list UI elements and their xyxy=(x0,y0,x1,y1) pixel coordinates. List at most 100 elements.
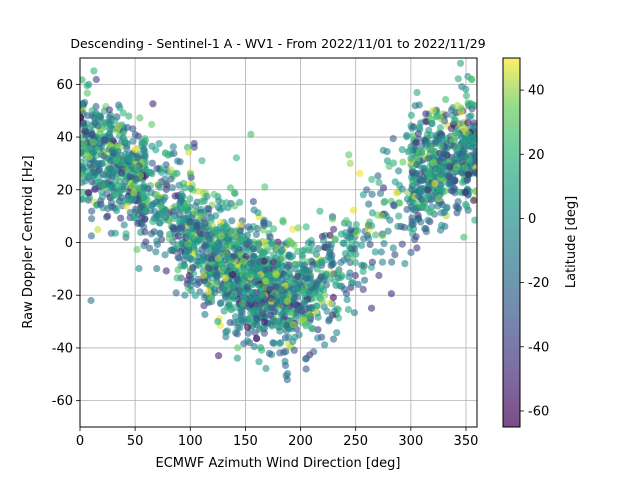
data-point xyxy=(434,202,442,210)
data-point xyxy=(145,244,154,252)
data-point xyxy=(461,164,469,172)
data-point xyxy=(262,364,270,373)
data-point xyxy=(249,259,257,267)
data-point xyxy=(247,309,255,317)
colorbar-tick-label: -20 xyxy=(528,276,549,291)
data-point xyxy=(435,193,443,201)
data-point xyxy=(223,223,231,231)
data-point xyxy=(302,365,310,373)
data-point xyxy=(148,142,156,150)
data-point xyxy=(417,142,425,150)
data-point xyxy=(80,140,88,148)
data-point xyxy=(173,274,181,282)
data-point xyxy=(453,146,461,154)
data-point xyxy=(253,334,261,343)
data-point xyxy=(349,279,357,287)
data-point xyxy=(171,203,179,211)
colorbar xyxy=(503,58,520,427)
data-point xyxy=(387,290,395,298)
data-point xyxy=(130,189,138,197)
data-point xyxy=(204,288,212,296)
data-point xyxy=(422,110,430,118)
data-point xyxy=(268,238,277,246)
data-point xyxy=(424,186,432,194)
data-point xyxy=(290,294,298,302)
colorbar-tick-label: 0 xyxy=(528,212,536,227)
data-point xyxy=(198,157,206,165)
data-point xyxy=(445,173,453,181)
data-point xyxy=(277,248,285,256)
data-point xyxy=(283,261,291,269)
data-point xyxy=(121,137,129,145)
data-point xyxy=(186,195,194,203)
data-point xyxy=(203,280,211,288)
data-point xyxy=(198,224,206,233)
data-point xyxy=(112,156,120,164)
data-point xyxy=(275,339,284,347)
data-point xyxy=(174,253,182,261)
data-point xyxy=(407,248,415,256)
data-point xyxy=(324,241,332,249)
data-point xyxy=(247,280,255,288)
data-point xyxy=(108,192,116,200)
data-point xyxy=(111,117,119,125)
data-point xyxy=(150,228,158,236)
data-point xyxy=(220,307,228,315)
colorbar-tick-label: 40 xyxy=(528,84,545,99)
data-point xyxy=(139,138,147,146)
data-point xyxy=(401,260,409,268)
data-point xyxy=(138,190,146,198)
data-point xyxy=(221,274,229,282)
data-point xyxy=(80,113,85,122)
data-point xyxy=(187,184,195,192)
data-point xyxy=(240,257,248,265)
data-point xyxy=(466,113,474,121)
data-point xyxy=(148,201,156,209)
data-point xyxy=(153,237,161,245)
data-point xyxy=(438,221,446,229)
data-point xyxy=(270,316,278,324)
data-point xyxy=(236,324,244,332)
data-point xyxy=(214,318,222,326)
data-point xyxy=(325,315,334,323)
data-point xyxy=(228,217,236,225)
data-point xyxy=(446,163,454,171)
data-point xyxy=(443,203,451,211)
data-point xyxy=(233,275,241,284)
data-point xyxy=(285,251,293,259)
chart-title: Descending - Sentinel-1 A - WV1 - From 2… xyxy=(70,36,485,51)
data-point xyxy=(198,245,206,253)
data-point xyxy=(436,124,444,132)
data-point xyxy=(330,270,338,278)
data-point xyxy=(161,251,169,259)
data-point xyxy=(451,117,459,125)
data-point xyxy=(122,230,130,238)
data-point xyxy=(347,226,355,234)
data-point xyxy=(317,257,325,265)
data-point xyxy=(255,358,263,366)
data-point xyxy=(301,299,309,307)
data-point xyxy=(133,245,141,254)
data-point xyxy=(302,355,310,363)
data-point xyxy=(389,244,397,252)
data-point xyxy=(471,168,477,176)
data-point xyxy=(361,276,369,284)
data-point xyxy=(464,119,472,127)
x-tick-label: 300 xyxy=(398,434,423,449)
x-tick-label: 200 xyxy=(288,434,313,449)
data-point xyxy=(366,240,374,249)
data-point xyxy=(447,106,456,114)
data-point xyxy=(407,111,415,119)
data-point xyxy=(464,206,472,214)
data-point xyxy=(279,254,287,262)
data-point xyxy=(408,124,416,132)
data-point xyxy=(170,214,178,222)
data-point xyxy=(339,239,347,247)
data-point xyxy=(306,281,314,289)
data-point xyxy=(89,138,97,146)
data-point xyxy=(167,166,175,174)
data-point xyxy=(378,258,387,266)
data-point xyxy=(216,300,225,308)
data-point xyxy=(331,277,339,285)
data-point xyxy=(351,258,359,267)
